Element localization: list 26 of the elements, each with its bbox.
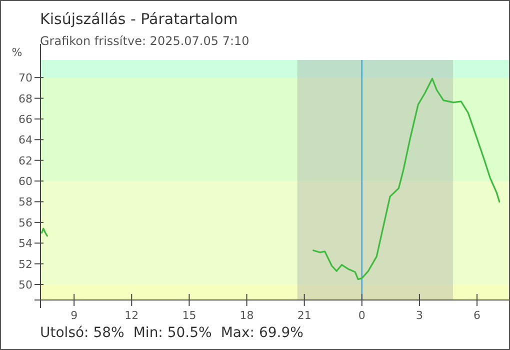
text: Min: 50.5% [133,325,212,341]
y-tick-label: 60 [18,175,32,188]
x-tick-label: 9 [70,309,78,322]
y-axis-title: % [12,46,22,59]
y-tick-label: 52 [18,258,32,271]
x-tick-label: 0 [358,309,366,322]
x-tick-label: 18 [240,309,254,322]
y-tick-label: 62 [18,154,32,168]
x-tick-label: 15 [182,309,196,322]
y-tick-label: 56 [18,216,32,230]
x-tick-label: 12 [124,309,139,322]
y-tick-label: 58 [18,196,32,209]
line-series [312,78,500,280]
chart-subtitle: Grafikon frissítve: 2025.07.05 7:10 [40,34,250,48]
y-tick-label: 68 [18,92,32,106]
y-tick-label: 54 [18,237,32,250]
text: Max: 69.9% [220,325,304,341]
text: Utolsó: 58% [40,325,124,341]
x-tick-label: 3 [416,309,423,322]
x-tick-label: 21 [297,309,312,322]
y-tick-label: 64 [18,134,32,147]
chart-title: Kisújszállás - Páratartalom [40,10,238,28]
y-tick-label: 66 [18,112,32,126]
y-tick-label: 50 [18,278,32,292]
y-tick-label: 70 [18,72,32,85]
x-tick-label: 6 [474,309,481,322]
